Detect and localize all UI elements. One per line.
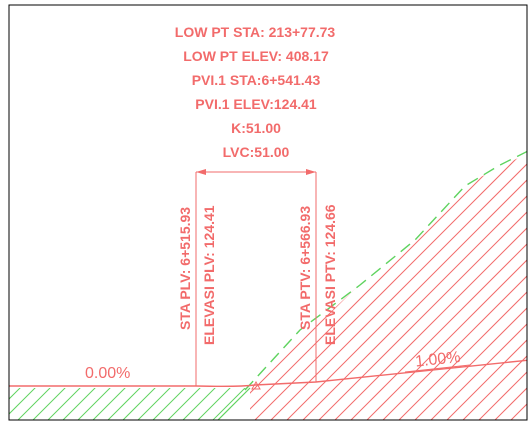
- fill-hatch-line: [250, 152, 297, 420]
- fill-hatch-line: [411, 152, 527, 420]
- cut-hatch-line: [239, 388, 250, 420]
- lvc-value-label: LVC:51.00: [223, 144, 290, 160]
- fill-hatch-line: [443, 152, 527, 420]
- fill-hatch-line: [250, 152, 409, 420]
- pvi-marker: [251, 380, 261, 390]
- cut-hatch-line: [9, 388, 91, 420]
- fill-hatch-line: [331, 152, 527, 420]
- fill-hatch-line: [427, 152, 527, 420]
- fill-hatch-line: [251, 152, 527, 420]
- fill-hatch-line: [267, 152, 527, 420]
- fill-hatch-line: [299, 152, 527, 420]
- fill-hatch-line: [250, 152, 489, 420]
- fill-hatch-line: [250, 152, 425, 420]
- grade-right-label: 1.00%: [414, 349, 461, 371]
- cut-hatch-line: [9, 388, 250, 420]
- low-pt-sta-label: LOW PT STA: 213+77.73: [175, 24, 336, 40]
- sta-ptv-label: STA PTV: 6+566.93: [297, 206, 313, 330]
- cut-hatch-line: [9, 388, 76, 420]
- cut-hatch-line: [9, 388, 31, 420]
- pvi-sta-label: PVI.1 STA:6+541.43: [192, 72, 321, 88]
- existing-ground-lower: [217, 387, 251, 420]
- existing-ground-line: [244, 150, 527, 391]
- fill-hatch-line: [395, 152, 527, 420]
- fill-hatch-line: [379, 152, 527, 420]
- fill-hatch-line: [283, 152, 527, 420]
- fill-hatch-line: [315, 152, 527, 420]
- fill-hatch-line: [250, 152, 281, 420]
- k-value-label: K:51.00: [231, 120, 281, 136]
- fill-hatch-line: [250, 152, 265, 420]
- low-pt-elev-label: LOW PT ELEV: 408.17: [183, 48, 329, 64]
- lvc-arrow-left: [196, 169, 206, 175]
- cut-hatch-line: [9, 388, 250, 420]
- pvi-elev-label: PVI.1 ELEV:124.41: [195, 96, 317, 112]
- fill-hatch-line: [363, 152, 527, 420]
- elevasi-ptv-label: ELEVASI PTV: 124.66: [322, 204, 338, 345]
- fill-hatch-line: [475, 152, 527, 420]
- cut-hatch-line: [9, 388, 46, 420]
- lvc-arrow-right: [306, 169, 316, 175]
- cut-hatch-line: [9, 388, 16, 420]
- grade-left-label: 0.00%: [85, 365, 130, 382]
- drawing-frame: [8, 4, 528, 421]
- fill-hatch-line: [250, 152, 521, 420]
- fill-hatch-line: [250, 152, 393, 420]
- fill-hatch-line: [250, 152, 527, 420]
- fill-hatch-line: [250, 152, 313, 420]
- cut-hatch-line: [9, 388, 250, 420]
- grade-right-underline: [404, 364, 471, 373]
- fill-hatch-area: [250, 152, 527, 420]
- cut-hatch-line: [9, 388, 166, 420]
- sta-plv-label: STA PLV: 6+515.93: [177, 207, 193, 330]
- elevasi-plv-label: ELEVASI PLV: 124.41: [201, 205, 217, 345]
- cut-hatch-line: [14, 388, 250, 420]
- fill-hatch-line: [459, 152, 527, 420]
- design-profile-line: [9, 359, 527, 388]
